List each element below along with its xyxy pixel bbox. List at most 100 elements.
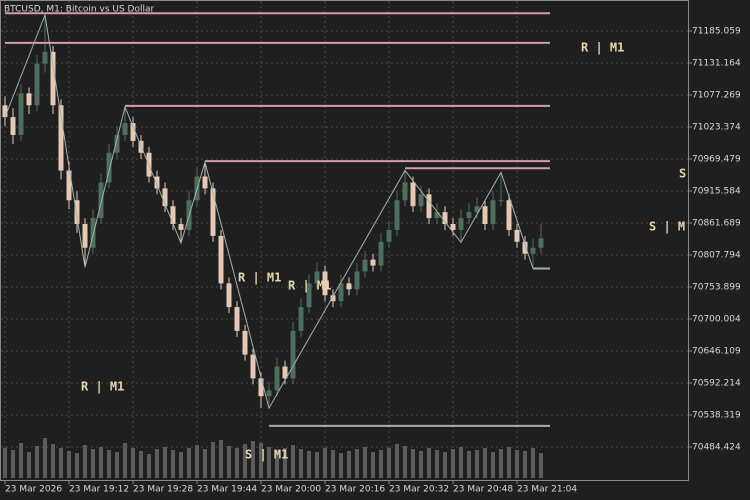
- zigzag-line: [4, 13, 534, 410]
- volume-bar: [155, 449, 159, 478]
- volume-bar: [403, 446, 407, 478]
- volume-bar: [395, 444, 399, 478]
- volume-bar: [483, 448, 487, 478]
- candle-body: [218, 235, 224, 284]
- plot-frame: [0, 0, 689, 481]
- candle-body: [18, 93, 24, 135]
- volume-bar: [51, 444, 55, 478]
- candle-body: [530, 247, 536, 254]
- volume-bar: [515, 450, 519, 478]
- volume-bar: [83, 445, 87, 478]
- candle-body: [394, 200, 400, 230]
- candle-body: [466, 212, 472, 219]
- candle-body: [338, 283, 344, 302]
- candle-body: [306, 283, 312, 308]
- volume-bar: [331, 450, 335, 478]
- volume-bar: [211, 442, 215, 478]
- x-tick-label: 23 Mar 21:04: [517, 485, 577, 495]
- candle-body: [34, 63, 40, 106]
- candle-body: [170, 206, 176, 225]
- volume-bar: [355, 449, 359, 478]
- volume-bar: [291, 445, 295, 478]
- volume-bar: [179, 452, 183, 478]
- candle-body: [74, 200, 80, 225]
- annotation: S | M: [649, 220, 685, 234]
- y-tick-label: 70538.319: [692, 411, 741, 421]
- annotation: R | M1: [288, 279, 331, 293]
- candle-body: [122, 123, 128, 135]
- volume-bar: [507, 447, 511, 478]
- candle-body: [282, 366, 288, 379]
- volume-bar: [27, 452, 31, 478]
- y-tick-label: 70807.794: [692, 251, 741, 261]
- volume-bar: [283, 448, 287, 478]
- volume-bar: [91, 449, 95, 478]
- y-tick-label: 70915.584: [692, 187, 741, 197]
- candle-body: [450, 224, 456, 230]
- candle-body: [2, 105, 8, 118]
- volume-bar: [227, 446, 231, 478]
- candle-body: [362, 259, 368, 272]
- candle-body: [130, 123, 136, 141]
- x-tick-label: 23 Mar 19:28: [133, 485, 193, 495]
- candle-body: [154, 176, 160, 189]
- volume-bar: [347, 451, 351, 478]
- x-tick-label: 23 Mar 20:32: [389, 485, 449, 495]
- volume-bar: [139, 451, 143, 478]
- candle-body: [42, 51, 48, 64]
- volume-bar: [75, 453, 79, 478]
- candle-body: [106, 152, 112, 183]
- volume-bar: [475, 450, 479, 478]
- candle-body: [82, 224, 88, 248]
- volume-bar: [467, 451, 471, 478]
- candle-body: [10, 117, 16, 135]
- candle-body: [314, 271, 320, 284]
- volume-bar: [59, 448, 63, 478]
- chart-title: BTCUSD, M1: Bitcoin vs US Dollar: [4, 5, 154, 15]
- volume-bar: [19, 443, 23, 478]
- volume-bar: [219, 440, 223, 478]
- y-tick-label: 71077.269: [692, 91, 741, 101]
- candle-body: [202, 176, 208, 189]
- candle-body: [50, 51, 56, 106]
- volume-bar: [35, 446, 39, 478]
- candle-body: [378, 241, 384, 266]
- candle-body: [242, 330, 248, 355]
- volume-bar: [499, 449, 503, 478]
- volume-bar: [275, 450, 279, 478]
- volume-bar: [107, 450, 111, 478]
- volume-bar: [43, 438, 47, 478]
- volume-bar: [251, 441, 255, 478]
- candle-body: [482, 206, 488, 225]
- candle-body: [370, 259, 376, 266]
- volume-bar: [491, 452, 495, 478]
- candle-body: [90, 218, 96, 248]
- volume-bar: [539, 453, 543, 478]
- candle-body: [514, 229, 520, 242]
- volume-bar: [163, 447, 167, 478]
- candle-body: [386, 229, 392, 242]
- x-tick-label: 23 Mar 20:16: [325, 485, 385, 495]
- candle-body: [402, 182, 408, 201]
- y-tick-label: 70861.689: [692, 219, 741, 229]
- candle-body: [162, 188, 168, 207]
- volume-bar: [427, 448, 431, 478]
- x-tick-label: 23 Mar 2026: [5, 485, 62, 495]
- volume-bar: [187, 448, 191, 478]
- candle-body: [290, 330, 296, 379]
- y-tick-label: 70646.109: [692, 347, 741, 357]
- candle-body: [506, 200, 512, 230]
- volume-bar: [531, 448, 535, 478]
- volume-bar: [147, 454, 151, 478]
- volume-bar: [115, 452, 119, 478]
- volume-bar: [339, 453, 343, 478]
- y-tick-label: 70753.899: [692, 283, 741, 293]
- annotation: R | M1: [238, 271, 281, 285]
- volume-bar: [195, 445, 199, 478]
- candle-body: [354, 271, 360, 290]
- candle-body: [226, 283, 232, 308]
- volume-bar: [387, 448, 391, 478]
- volume-bar: [459, 447, 463, 478]
